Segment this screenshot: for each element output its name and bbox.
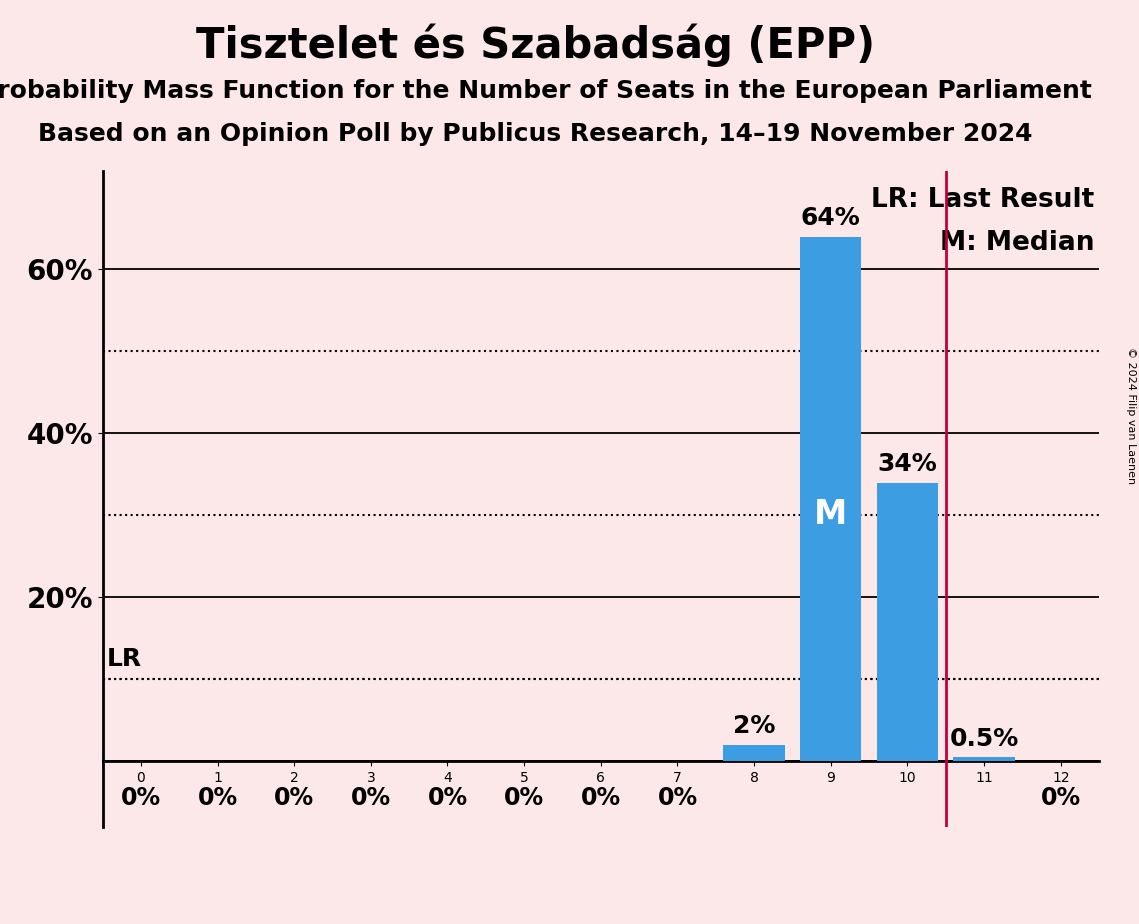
Text: 0%: 0%	[581, 786, 621, 810]
Text: 2%: 2%	[734, 714, 776, 738]
Text: 0%: 0%	[121, 786, 161, 810]
Text: 0%: 0%	[657, 786, 697, 810]
Bar	[877, 482, 939, 761]
Text: 0%: 0%	[274, 786, 314, 810]
Text: 34%: 34%	[878, 452, 937, 476]
Text: 64%: 64%	[801, 206, 861, 230]
Bar	[953, 758, 1015, 761]
Text: LR: Last Result: LR: Last Result	[871, 188, 1095, 213]
Text: 0%: 0%	[505, 786, 544, 810]
Text: 0%: 0%	[197, 786, 238, 810]
Text: © 2024 Filip van Laenen: © 2024 Filip van Laenen	[1126, 347, 1136, 484]
Text: 0.5%: 0.5%	[950, 726, 1018, 750]
Text: Probability Mass Function for the Number of Seats in the European Parliament: Probability Mass Function for the Number…	[0, 79, 1092, 103]
Text: Based on an Opinion Poll by Publicus Research, 14–19 November 2024: Based on an Opinion Poll by Publicus Res…	[38, 122, 1033, 146]
Text: LR: LR	[106, 647, 141, 671]
Text: Tisztelet és Szabadság (EPP): Tisztelet és Szabadság (EPP)	[196, 23, 875, 67]
Text: M: Median: M: Median	[940, 230, 1095, 256]
Text: M: M	[814, 498, 847, 531]
Bar	[723, 745, 785, 761]
Bar	[800, 237, 861, 761]
Text: 0%: 0%	[351, 786, 391, 810]
Text: 0%: 0%	[1041, 786, 1081, 810]
Text: 0%: 0%	[427, 786, 467, 810]
